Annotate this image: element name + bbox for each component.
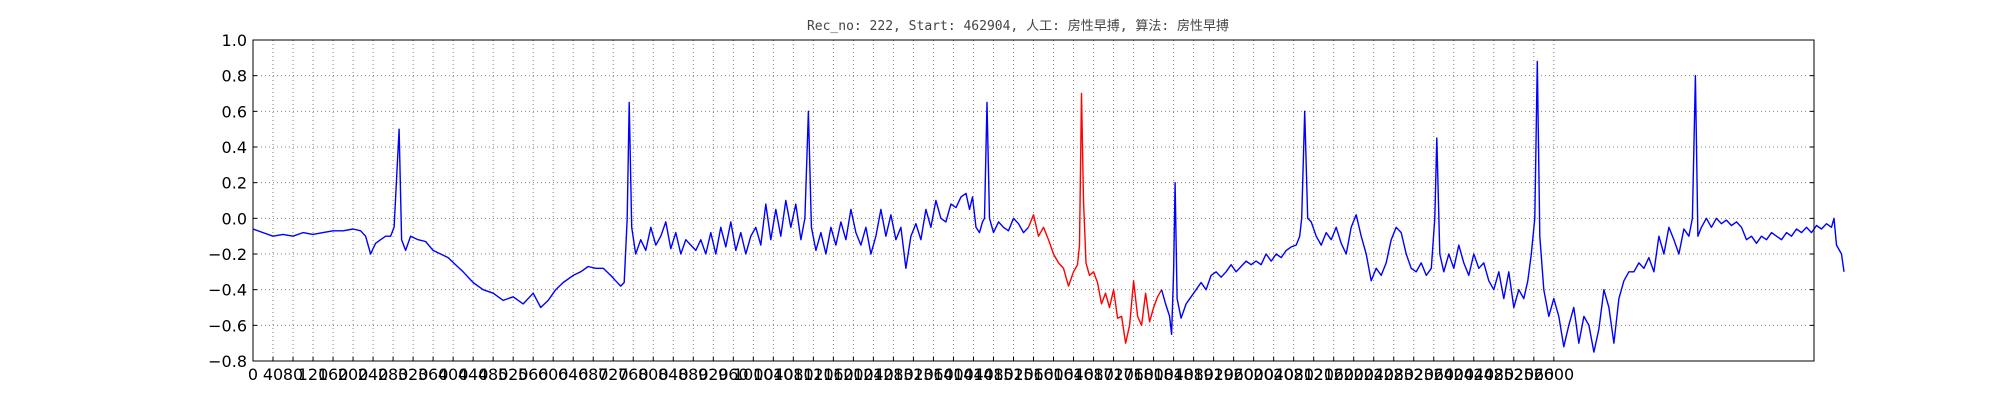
x-tick-label: 520 xyxy=(498,365,529,384)
x-tick-label: 1840 xyxy=(1153,365,1194,384)
x-tick-label: 2160 xyxy=(1313,365,1354,384)
x-tick-label: 1160 xyxy=(813,365,854,384)
x-tick-label: 2000 xyxy=(1233,365,1274,384)
x-tick-label: 2400 xyxy=(1433,365,1474,384)
x-tick-label: 840 xyxy=(658,365,689,384)
x-tick-label: 2600 xyxy=(1533,365,1574,384)
x-tick-label: 1880 xyxy=(1173,365,1214,384)
x-tick-label: 2480 xyxy=(1473,365,1514,384)
y-tick-label: −0.6 xyxy=(208,316,247,335)
x-tick-label: 760 xyxy=(618,365,649,384)
y-tick-label: −0.4 xyxy=(208,281,247,300)
x-tick-label: 1360 xyxy=(913,365,954,384)
x-tick-label: 2080 xyxy=(1273,365,1314,384)
ecg-series-line xyxy=(1027,92,1163,344)
y-tick-label: 1.0 xyxy=(222,31,247,50)
ecg-series-line xyxy=(1160,60,1845,353)
x-tick-label: 880 xyxy=(678,365,709,384)
x-tick-label: 720 xyxy=(598,365,629,384)
x-tick-label: 160 xyxy=(318,365,349,384)
x-tick-label: 2280 xyxy=(1373,365,1414,384)
x-tick-label: 1240 xyxy=(853,365,894,384)
x-tick-label: 2520 xyxy=(1493,365,1534,384)
grid-layer xyxy=(253,40,1814,361)
x-tick-label: 800 xyxy=(638,365,669,384)
x-tick-label: 640 xyxy=(558,365,589,384)
x-tick-label: 2560 xyxy=(1513,365,1554,384)
x-tick-label: 2240 xyxy=(1353,365,1394,384)
x-tick-label: 1520 xyxy=(993,365,1034,384)
y-tick-label: 0.4 xyxy=(222,138,247,157)
ecg-series-line xyxy=(252,101,1030,309)
x-tick-label: 2040 xyxy=(1253,365,1294,384)
x-tick-label: 1480 xyxy=(973,365,1014,384)
x-tick-label: 440 xyxy=(458,365,489,384)
x-tick-label: 1680 xyxy=(1073,365,1114,384)
x-tick-label: 240 xyxy=(358,365,389,384)
x-tick-label: 120 xyxy=(298,365,329,384)
x-tick-label: 2200 xyxy=(1333,365,1374,384)
x-tick-label: 1120 xyxy=(793,365,834,384)
x-tick-label: 920 xyxy=(698,365,729,384)
x-tick-label: 280 xyxy=(378,365,409,384)
y-axis-ticks: 1.0 0.8 0.6 0.4 0.2 0.0 −0.2 −0.4 −0.6 −0.8 xyxy=(208,31,1814,371)
x-tick-label: 1280 xyxy=(873,365,914,384)
x-tick-label: 1400 xyxy=(933,365,974,384)
x-tick-label: 1440 xyxy=(953,365,994,384)
x-tick-label: 1920 xyxy=(1193,365,1234,384)
x-tick-label: 2320 xyxy=(1393,365,1434,384)
x-tick-label: 1000 xyxy=(733,365,774,384)
x-tick-label: 320 xyxy=(398,365,429,384)
x-tick-label: 80 xyxy=(283,365,303,384)
x-tick-label: 40 xyxy=(263,365,283,384)
x-tick-label: 1320 xyxy=(893,365,934,384)
x-tick-label: 480 xyxy=(478,365,509,384)
x-tick-label: 1960 xyxy=(1213,365,1254,384)
x-tick-label: 680 xyxy=(578,365,609,384)
x-tick-label: 600 xyxy=(538,365,569,384)
x-tick-label: 1800 xyxy=(1133,365,1174,384)
x-tick-label: 960 xyxy=(718,365,749,384)
x-tick-label: 2360 xyxy=(1413,365,1454,384)
x-tick-label: 2440 xyxy=(1453,365,1494,384)
x-tick-label: 1040 xyxy=(753,365,794,384)
series-layer xyxy=(252,60,1845,353)
chart-title: Rec_no: 222, Start: 462904, 人工: 房性早搏, 算法… xyxy=(807,18,1229,34)
x-tick-label: 1080 xyxy=(773,365,814,384)
x-tick-label: 1200 xyxy=(833,365,874,384)
x-axis-ticks: 0 40 8012016020024028032036040044048052056… xyxy=(248,357,1574,384)
y-tick-label: 0.0 xyxy=(222,209,247,228)
x-tick-label: 560 xyxy=(518,365,549,384)
y-tick-label: −0.2 xyxy=(208,245,247,264)
x-tick-label: 2120 xyxy=(1293,365,1334,384)
y-tick-label: 0.8 xyxy=(222,67,247,86)
x-tick-label: 1640 xyxy=(1053,365,1094,384)
x-tick-label: 1720 xyxy=(1093,365,1134,384)
x-tick-label: 360 xyxy=(418,365,449,384)
x-tick-label: 400 xyxy=(438,365,469,384)
x-tick-label: 1560 xyxy=(1013,365,1054,384)
x-tick-label: 1760 xyxy=(1113,365,1154,384)
y-tick-label: 0.2 xyxy=(222,174,247,193)
x-tick-label: 1600 xyxy=(1033,365,1074,384)
y-tick-label: 0.6 xyxy=(222,102,247,121)
x-tick-label: 0 xyxy=(248,365,258,384)
x-tick-label: 200 xyxy=(338,365,369,384)
y-tick-label: −0.8 xyxy=(208,352,247,371)
